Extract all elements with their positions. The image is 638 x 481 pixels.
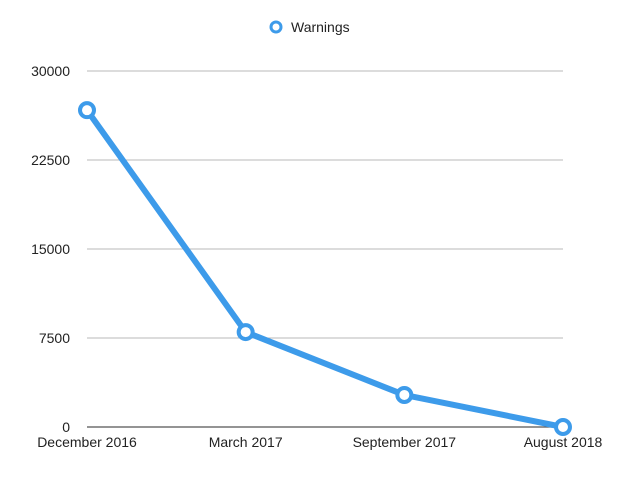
- x-tick-label: August 2018: [524, 434, 603, 450]
- y-tick-label: 22500: [31, 152, 70, 168]
- x-axis-tick-labels: December 2016 March 2017 September 2017 Aug…: [37, 434, 602, 450]
- series-line-warnings: [84, 107, 566, 430]
- y-tick-label: 15000: [31, 241, 70, 257]
- y-tick-label: 30000: [31, 63, 70, 79]
- legend-label-warnings: Warnings: [291, 19, 350, 35]
- x-tick-label: December 2016: [37, 434, 137, 450]
- legend: Warnings: [269, 19, 350, 35]
- y-tick-label: 7500: [39, 330, 70, 346]
- legend-marker-warnings: [269, 20, 283, 34]
- x-tick-label: September 2017: [353, 434, 457, 450]
- data-point-marker: [236, 323, 255, 342]
- x-tick-label: March 2017: [209, 434, 283, 450]
- y-axis-tick-labels: 0 7500 15000 22500 30000: [31, 63, 70, 435]
- data-point-marker: [395, 385, 414, 404]
- data-point-marker: [554, 418, 572, 436]
- gridlines: [87, 70, 563, 428]
- data-point-marker: [78, 101, 96, 120]
- y-tick-label: 0: [62, 419, 70, 435]
- series-warnings: [78, 101, 572, 436]
